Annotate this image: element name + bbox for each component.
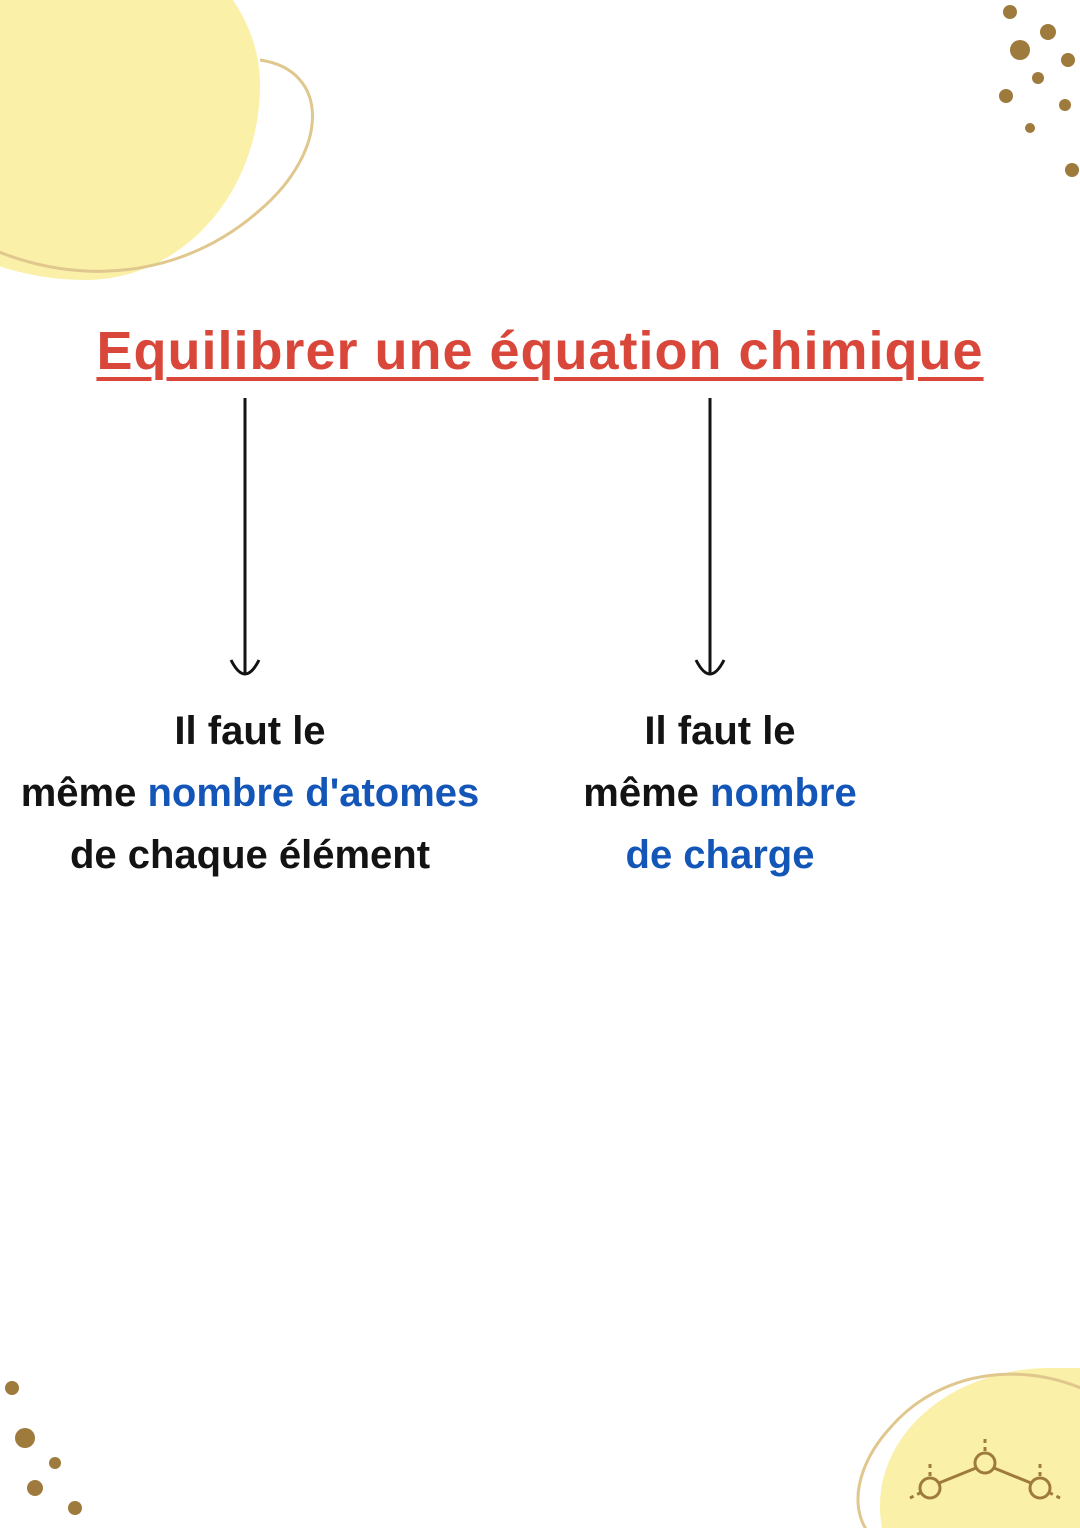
arrow-right xyxy=(690,398,730,688)
text-line: Il faut le xyxy=(10,700,490,762)
text-highlight: de charge xyxy=(490,824,950,886)
arrow-left xyxy=(225,398,265,688)
text-line: même nombre d'atomes xyxy=(10,762,490,824)
dots-top-right xyxy=(860,0,1080,200)
text-plain: même xyxy=(583,771,710,815)
molecule-icon xyxy=(900,1428,1070,1518)
curve-top-left xyxy=(0,40,380,300)
text-line: Il faut le xyxy=(490,700,950,762)
text-highlight: nombre d'atomes xyxy=(147,771,479,815)
text-line: de chaque élément xyxy=(10,824,490,886)
dots-bottom-left xyxy=(0,1328,160,1528)
text-highlight: nombre xyxy=(710,771,857,815)
branch-left: Il faut le même nombre d'atomes de chaqu… xyxy=(10,700,490,886)
text-line: même nombre xyxy=(490,762,950,824)
page-title: Equilibrer une équation chimique xyxy=(0,320,1080,382)
branch-right: Il faut le même nombre de charge xyxy=(490,700,950,886)
text-plain: même xyxy=(21,771,148,815)
